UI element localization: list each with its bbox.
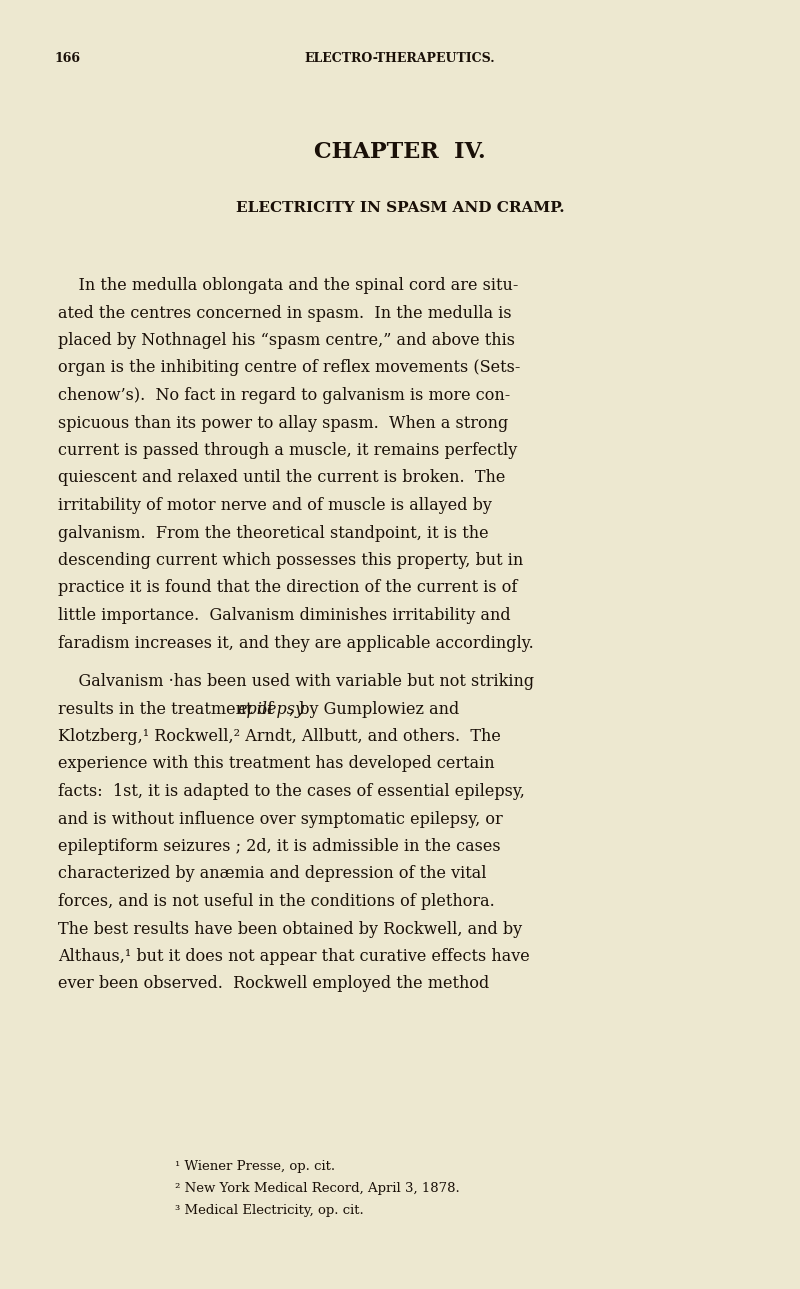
Text: galvanism.  From the theoretical standpoint, it is the: galvanism. From the theoretical standpoi… [58,525,489,541]
Text: chenow’s).  No fact in regard to galvanism is more con-: chenow’s). No fact in regard to galvanis… [58,387,510,403]
Text: ³ Medical Electricity, op. cit.: ³ Medical Electricity, op. cit. [175,1204,364,1217]
Text: experience with this treatment has developed certain: experience with this treatment has devel… [58,755,494,772]
Text: current is passed through a muscle, it remains perfectly: current is passed through a muscle, it r… [58,442,518,459]
Text: CHAPTER  IV.: CHAPTER IV. [314,141,486,162]
Text: quiescent and relaxed until the current is broken.  The: quiescent and relaxed until the current … [58,469,506,486]
Text: ated the centres concerned in spasm.  In the medulla is: ated the centres concerned in spasm. In … [58,304,512,321]
Text: In the medulla oblongata and the spinal cord are situ-: In the medulla oblongata and the spinal … [58,277,518,294]
Text: forces, and is not useful in the conditions of plethora.: forces, and is not useful in the conditi… [58,893,494,910]
Text: ELECTRO-THERAPEUTICS.: ELECTRO-THERAPEUTICS. [305,52,495,64]
Text: Althaus,¹ but it does not appear that curative effects have: Althaus,¹ but it does not appear that cu… [58,947,530,965]
Text: epileptiform seizures ; 2d, it is admissible in the cases: epileptiform seizures ; 2d, it is admiss… [58,838,501,855]
Text: ELECTRICITY IN SPASM AND CRAMP.: ELECTRICITY IN SPASM AND CRAMP. [236,201,564,215]
Text: results in the treatment of: results in the treatment of [58,700,278,718]
Text: 166: 166 [55,52,81,64]
Text: irritability of motor nerve and of muscle is allayed by: irritability of motor nerve and of muscl… [58,498,492,514]
Text: epilepsy: epilepsy [238,700,305,718]
Text: placed by Nothnagel his “spasm centre,” and above this: placed by Nothnagel his “spasm centre,” … [58,333,515,349]
Text: ¹ Wiener Presse, op. cit.: ¹ Wiener Presse, op. cit. [175,1160,335,1173]
Text: little importance.  Galvanism diminishes irritability and: little importance. Galvanism diminishes … [58,607,510,624]
Text: facts:  1st, it is adapted to the cases of essential epilepsy,: facts: 1st, it is adapted to the cases o… [58,782,525,800]
Text: practice it is found that the direction of the current is of: practice it is found that the direction … [58,580,518,597]
Text: organ is the inhibiting centre of reflex movements (Sets-: organ is the inhibiting centre of reflex… [58,360,520,376]
Text: descending current which possesses this property, but in: descending current which possesses this … [58,552,523,568]
Text: , by Gumplowiez and: , by Gumplowiez and [289,700,459,718]
Text: Klotzberg,¹ Rockwell,² Arndt, Allbutt, and others.  The: Klotzberg,¹ Rockwell,² Arndt, Allbutt, a… [58,728,501,745]
Text: Galvanism ·has been used with variable but not striking: Galvanism ·has been used with variable b… [58,673,534,690]
Text: ² New York Medical Record, April 3, 1878.: ² New York Medical Record, April 3, 1878… [175,1182,460,1195]
Text: spicuous than its power to allay spasm.  When a strong: spicuous than its power to allay spasm. … [58,415,508,432]
Text: ever been observed.  Rockwell employed the method: ever been observed. Rockwell employed th… [58,976,490,993]
Text: characterized by anæmia and depression of the vital: characterized by anæmia and depression o… [58,865,486,883]
Text: The best results have been obtained by Rockwell, and by: The best results have been obtained by R… [58,920,522,937]
Text: faradism increases it, and they are applicable accordingly.: faradism increases it, and they are appl… [58,634,534,651]
Text: and is without influence over symptomatic epilepsy, or: and is without influence over symptomati… [58,811,502,828]
